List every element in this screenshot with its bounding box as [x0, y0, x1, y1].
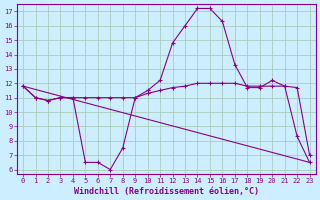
X-axis label: Windchill (Refroidissement éolien,°C): Windchill (Refroidissement éolien,°C)	[74, 187, 259, 196]
